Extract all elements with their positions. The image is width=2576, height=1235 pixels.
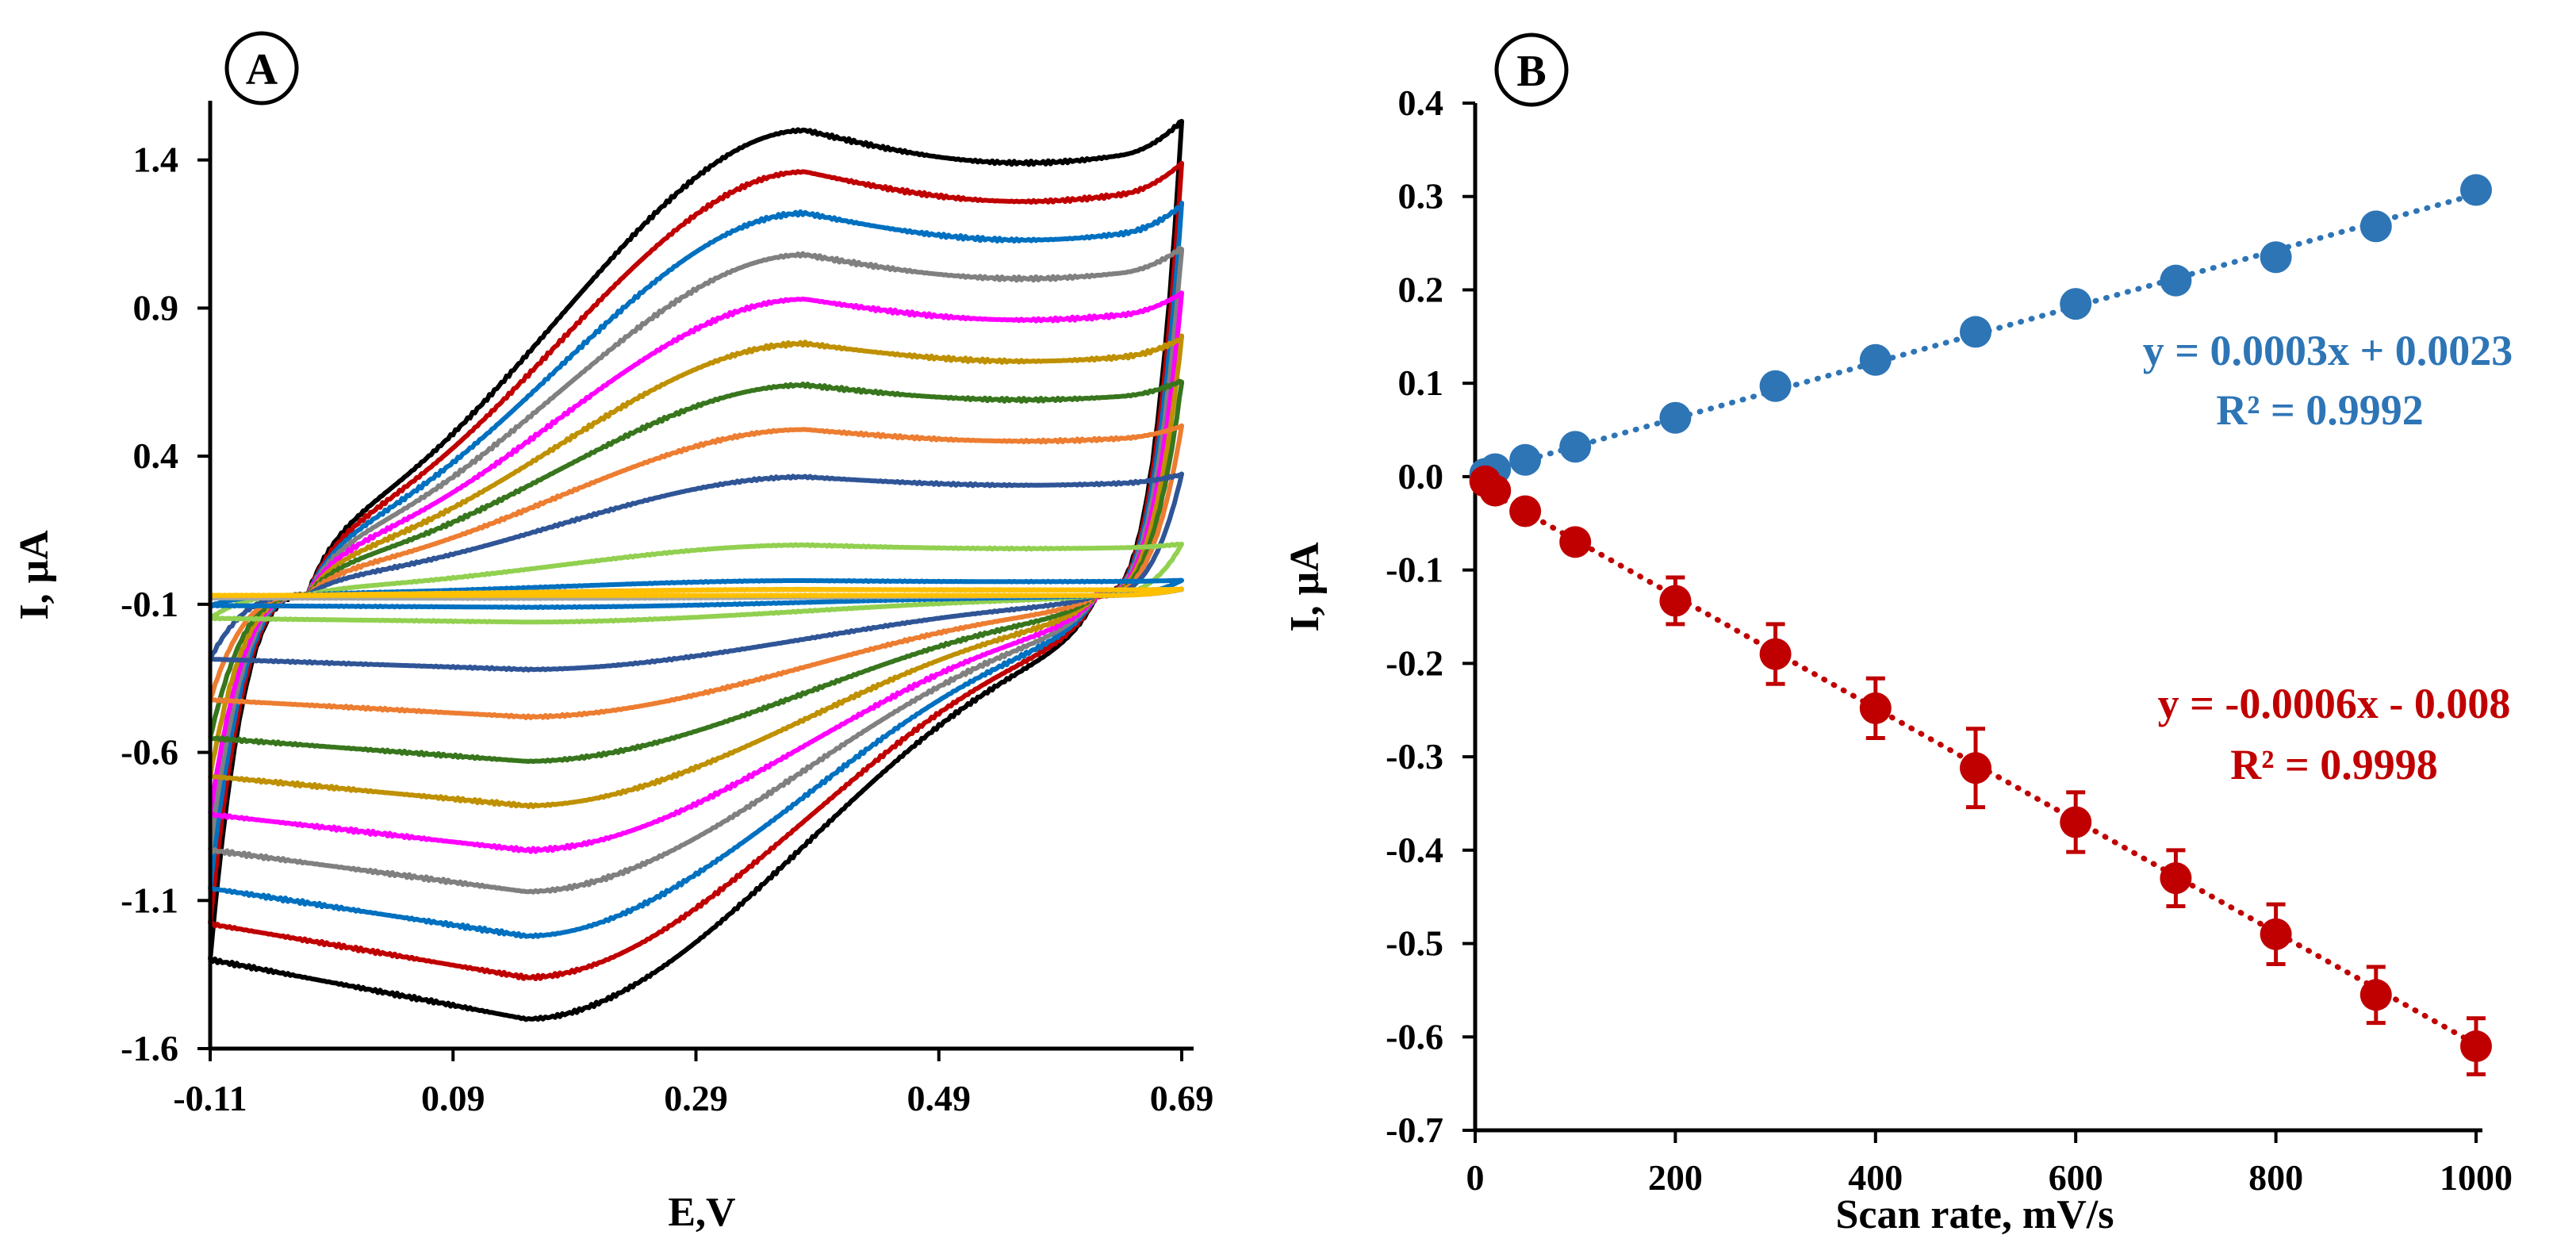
y-tick-label-a: 1.4 — [133, 140, 179, 180]
y-tick-label-b: 0.2 — [1398, 269, 1444, 309]
y-tick-label-b: -0.3 — [1386, 736, 1443, 777]
x-tick-label-a: 0.09 — [421, 1078, 485, 1118]
cv-curve-4 — [208, 245, 1184, 895]
anodic-data-point — [1960, 316, 1991, 348]
y-tick-label-a: -1.6 — [121, 1028, 178, 1068]
panel-b-scan-rate: 0 200 400 600 800 1000 0.4 0.3 0.2 0.1 0.0 -0.1 -0.2… — [1282, 33, 2513, 1235]
anodic-r2: R² = 0.9992 — [2216, 386, 2423, 434]
anodic-data-point — [2060, 288, 2092, 320]
cv-curve-5 — [208, 290, 1184, 854]
cathodic-data-point — [1960, 752, 1991, 784]
x-tick-label-a: 0.69 — [1150, 1078, 1214, 1118]
x-tick-label-b: 400 — [1848, 1157, 1903, 1198]
x-axis-title-a: E,V — [668, 1190, 735, 1235]
anodic-data-point — [1559, 431, 1592, 463]
cathodic-equation: y = -0.0006x - 0.008 — [2158, 680, 2511, 727]
y-tick-label-b: 0.1 — [1398, 362, 1444, 403]
cathodic-trendline — [1472, 481, 2479, 1048]
cv-curve-1 — [208, 118, 1184, 1022]
x-tick-label-a: 0.29 — [664, 1078, 728, 1118]
panel-label-circle-a — [224, 31, 299, 105]
y-tick-label-b: 0.3 — [1398, 176, 1444, 217]
ticks-b: 0 200 400 600 800 1000 0.4 0.3 0.2 0.1 0.0 -0.1 -0.2… — [1386, 82, 2513, 1198]
cathodic-data-point — [1509, 495, 1542, 527]
anodic-data-point — [1509, 443, 1542, 476]
anodic-data-point — [2460, 174, 2492, 206]
y-tick-label-b: 0.4 — [1398, 82, 1444, 123]
cathodic-data-point — [1659, 585, 1692, 617]
x-tick-label-b: 1000 — [2440, 1157, 2513, 1198]
anodic-data-point — [1859, 343, 1892, 376]
x-tick-label-a: -0.11 — [173, 1078, 247, 1118]
y-tick-label-a: 0.9 — [133, 287, 179, 328]
cv-curve-3 — [208, 201, 1184, 939]
cv-curve-2 — [208, 160, 1184, 981]
scatter-marks — [1469, 174, 2492, 1076]
cathodic-data-point — [2359, 979, 2392, 1011]
cv-curves — [208, 118, 1184, 1022]
panel-label-b: B — [1516, 47, 1546, 96]
x-tick-label-b: 800 — [2248, 1157, 2303, 1198]
y-tick-label-b: -0.2 — [1386, 642, 1443, 683]
cv-curve-7 — [208, 378, 1184, 764]
y-axis-title-a: I, μA — [12, 530, 57, 620]
y-tick-label-a: -0.1 — [121, 584, 178, 624]
cathodic-data-point — [1479, 474, 1512, 507]
y-tick-label-a: 0.4 — [133, 435, 179, 476]
y-tick-label-a: -0.6 — [121, 732, 178, 773]
cv-curve-13 — [209, 586, 1184, 599]
cathodic-data-point — [1859, 692, 1892, 724]
x-axis-title-b: Scan rate, mV/s — [1836, 1192, 2114, 1235]
x-tick-label-b: 200 — [1648, 1157, 1703, 1198]
anodic-data-point — [1659, 401, 1692, 434]
x-tick-label-b: 0 — [1466, 1157, 1485, 1198]
anodic-data-point — [1759, 370, 1792, 402]
anodic-data-point — [2359, 210, 2392, 243]
cv-curve-6 — [208, 333, 1184, 809]
y-tick-label-b: 0.0 — [1398, 456, 1444, 497]
anodic-equation: y = 0.0003x + 0.0023 — [2143, 327, 2513, 374]
y-tick-label-b: -0.7 — [1386, 1110, 1443, 1150]
cv-curve-11 — [209, 577, 1184, 610]
cathodic-data-point — [2260, 918, 2292, 950]
panel-label-circle-b — [1494, 33, 1569, 107]
x-tick-label-b: 600 — [2049, 1157, 2103, 1198]
cv-curve-10 — [209, 541, 1184, 625]
ticks-a: -0.11 0.09 0.29 0.49 0.69 1.4 0.9 0.4 -0.1 -0.6 -1… — [121, 140, 1213, 1118]
cathodic-data-point — [1559, 526, 1592, 558]
anodic-data-point — [2160, 264, 2192, 297]
y-tick-label-b: -0.1 — [1386, 550, 1443, 590]
panel-a-cyclic-voltammograms: -0.11 0.09 0.29 0.49 0.69 1.4 0.9 0.4 -0.1 -0.6 -1… — [12, 31, 1213, 1235]
cathodic-data-point — [2160, 862, 2192, 895]
anodic-data-point — [2260, 241, 2292, 274]
cv-curve-9 — [208, 471, 1184, 673]
cathodic-data-point — [1759, 638, 1792, 670]
y-tick-label-b: -0.6 — [1386, 1016, 1443, 1057]
y-tick-label-a: -1.1 — [121, 880, 178, 920]
cathodic-r2: R² = 0.9998 — [2230, 741, 2437, 788]
y-axis-title-b: I, μA — [1282, 542, 1328, 632]
panel-label-a: A — [246, 45, 278, 94]
cathodic-data-point — [2460, 1030, 2492, 1063]
x-tick-label-a: 0.49 — [907, 1078, 972, 1118]
y-tick-label-b: -0.5 — [1386, 923, 1443, 964]
y-tick-label-b: -0.4 — [1386, 830, 1443, 870]
cv-curve-8 — [208, 423, 1184, 720]
cathodic-data-point — [2060, 806, 2092, 838]
